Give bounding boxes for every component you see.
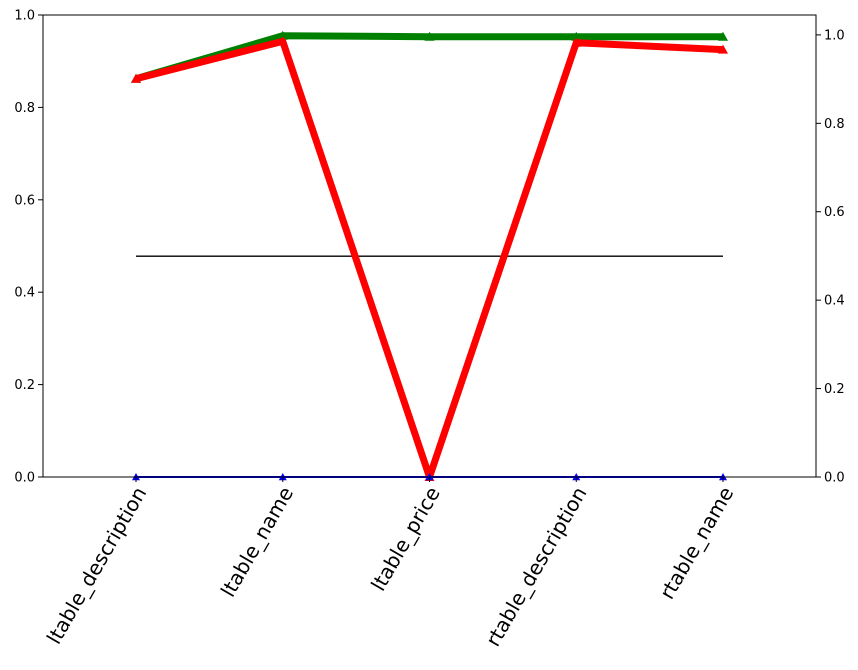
series-1-point <box>571 37 582 47</box>
left-tick-label: 0.2 <box>14 378 35 393</box>
left-axis: 0.0 0.2 0.4 0.6 0.8 1.0 <box>14 9 43 486</box>
left-tick-label: 0.4 <box>14 286 35 301</box>
series-1-point <box>718 44 728 54</box>
x-tick-label: ltable_description <box>42 483 151 649</box>
x-tick-label: rtable_name <box>655 483 739 604</box>
left-tick-label: 0.6 <box>14 193 35 208</box>
series-0-point <box>277 30 288 40</box>
x-tick-label: ltable_name <box>216 483 298 601</box>
series-1-point <box>131 73 141 83</box>
plot-frame <box>42 14 817 478</box>
series-0-point <box>424 31 435 41</box>
series-0-point <box>718 31 728 41</box>
left-tick-label: 0.8 <box>14 101 35 116</box>
plot-content <box>131 30 728 481</box>
series-0-point <box>571 31 582 41</box>
right-axis: 0.0 0.2 0.4 0.6 0.8 1.0 <box>816 28 845 486</box>
right-tick-label: 0.6 <box>824 205 845 220</box>
right-tick-label: 0.8 <box>824 117 845 132</box>
right-tick-label: 0.4 <box>824 294 845 309</box>
right-tick-label: 1.0 <box>824 28 845 43</box>
x-tick-label: rtable_description <box>481 483 592 651</box>
series-1-point <box>277 36 288 46</box>
left-tick-label: 0.0 <box>14 471 35 486</box>
right-tick-label: 0.0 <box>824 471 845 486</box>
left-tick-label: 1.0 <box>14 9 35 24</box>
x-tick-label: ltable_price <box>366 483 445 595</box>
series-1-line <box>135 37 724 481</box>
x-axis: ltable_description ltable_name ltable_pric… <box>42 477 738 650</box>
series-1 <box>131 36 728 481</box>
right-tick-label: 0.2 <box>824 382 845 397</box>
